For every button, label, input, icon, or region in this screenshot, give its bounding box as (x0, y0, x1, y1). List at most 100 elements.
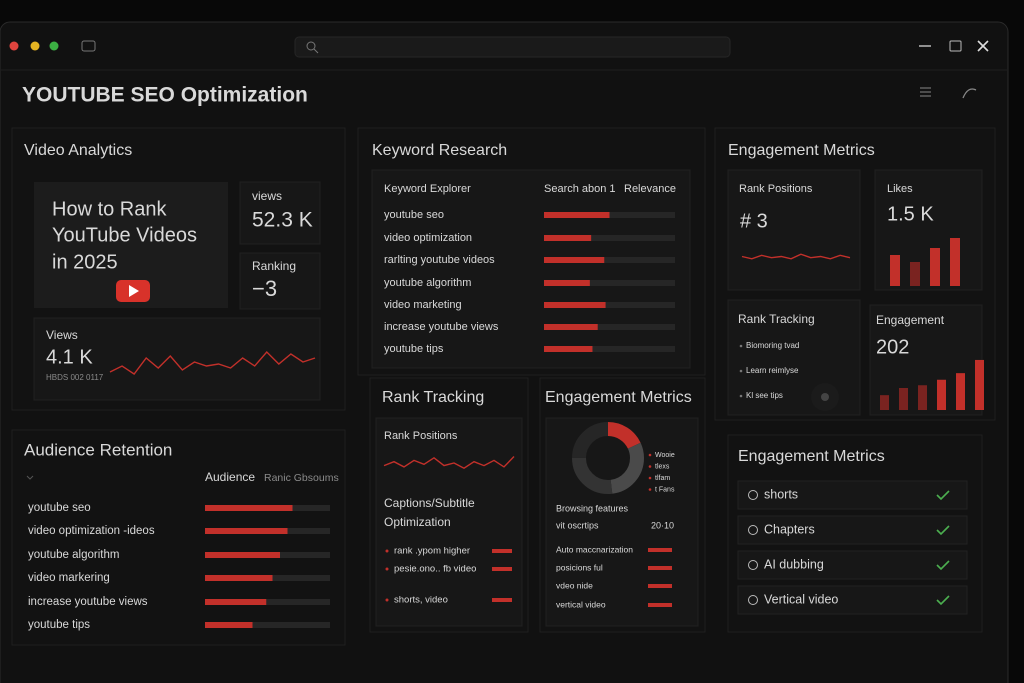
bar (975, 359, 984, 410)
row-label: youtube algorithm (384, 277, 471, 289)
row-label: video optimization (384, 232, 472, 244)
bar (890, 255, 900, 286)
row-label: vertical video (556, 599, 606, 609)
feature-row[interactable] (737, 515, 968, 545)
feature-label: Chapters (764, 522, 815, 536)
row-label: youtube seo (384, 209, 444, 221)
card-value: # 3 (740, 210, 768, 232)
row-label: youtube tips (28, 619, 90, 631)
card-value: 1.5 K (887, 203, 934, 225)
donut-segment (572, 422, 644, 494)
card-label: Rank Tracking (738, 312, 815, 326)
bar (205, 622, 253, 628)
check-icon (936, 560, 950, 571)
card-label: Rank Positions (384, 430, 458, 442)
sparkline (741, 253, 851, 260)
row-label: youtube seo (28, 502, 91, 514)
row-label: youtube tips (384, 343, 444, 355)
bar (956, 373, 965, 410)
feature-label: AI dubbing (764, 557, 824, 571)
card (727, 169, 861, 291)
legend-dot (648, 476, 652, 480)
panel-title: Video Analytics (24, 142, 132, 159)
page-title: YOUTUBE SEO Optimization (22, 84, 308, 107)
list-item: Kl see tips (746, 391, 783, 400)
list-item: shorts, video (394, 595, 448, 606)
bar-track (205, 622, 330, 628)
row-label: video optimization -ideos (28, 525, 155, 537)
trend-card (33, 317, 321, 401)
row-label: Browsing features (556, 503, 629, 513)
panel-title: Engagement Metrics (728, 142, 875, 159)
list-item: Learn reimlyse (746, 366, 799, 375)
bar (937, 379, 946, 410)
indicator (492, 567, 512, 571)
row-label: vdeo nide (556, 580, 593, 590)
stat-label: views (252, 189, 282, 203)
bar (910, 262, 920, 286)
card (545, 417, 699, 627)
list-item: Biomoring tvad (746, 341, 799, 350)
close-button[interactable] (977, 40, 989, 52)
feature-row[interactable] (737, 550, 968, 580)
row-label: increase youtube views (28, 596, 148, 608)
bar (205, 528, 288, 534)
feature-row[interactable] (737, 585, 968, 615)
trend-caption: HBDS 002 0117 (46, 373, 104, 382)
check-icon (936, 490, 950, 501)
bar (544, 235, 592, 241)
bar (205, 505, 293, 511)
close-dot[interactable] (9, 41, 19, 51)
bar-track (544, 280, 675, 286)
bar (544, 280, 590, 286)
restore-button[interactable] (949, 40, 962, 52)
feature-icon (748, 490, 758, 500)
minimize-dot[interactable] (30, 41, 40, 51)
feature-label: shorts (764, 487, 798, 501)
bar (205, 552, 280, 558)
row-label: rarlting youtube videos (384, 254, 495, 266)
bullet (385, 567, 389, 571)
bullet (385, 598, 389, 602)
zoom-dot[interactable] (49, 41, 59, 51)
row-label: video markering (28, 572, 110, 584)
panel (11, 429, 346, 646)
bar (899, 388, 908, 410)
chevron[interactable] (26, 475, 34, 480)
panel-title: Engagement Metrics (738, 448, 885, 465)
tab-icon[interactable] (81, 40, 96, 52)
feature-row[interactable] (737, 480, 968, 510)
search-bar[interactable] (294, 36, 731, 58)
card-value: 202 (876, 336, 909, 358)
share-icon[interactable] (962, 88, 977, 99)
bar-track (544, 324, 675, 330)
row-value: 20·10 (651, 520, 674, 530)
bar (205, 575, 273, 581)
stat-card (239, 252, 321, 310)
play-icon (129, 285, 139, 297)
legend-dot (648, 453, 652, 457)
bar (205, 599, 267, 605)
sparkline (383, 456, 515, 470)
bullet (739, 394, 743, 398)
indicator (648, 566, 672, 570)
column-header: Relevance (624, 183, 676, 195)
bullet (385, 549, 389, 553)
donut-segment (572, 422, 644, 494)
check-icon (936, 595, 950, 606)
indicator (492, 598, 512, 602)
card-label: Engagement (876, 313, 945, 327)
trend-label: Views (46, 328, 78, 342)
row-label: video marketing (384, 299, 462, 311)
bar (918, 385, 927, 410)
legend-label: t Fans (655, 486, 675, 493)
section-title: Optimization (384, 515, 451, 529)
row-label: youtube algorithm (28, 549, 119, 561)
menu-icon[interactable] (920, 87, 931, 97)
card (375, 417, 523, 627)
row-label: increase youtube views (384, 321, 499, 333)
bar (880, 395, 889, 410)
bullet (739, 369, 743, 373)
bar-track (544, 257, 675, 263)
